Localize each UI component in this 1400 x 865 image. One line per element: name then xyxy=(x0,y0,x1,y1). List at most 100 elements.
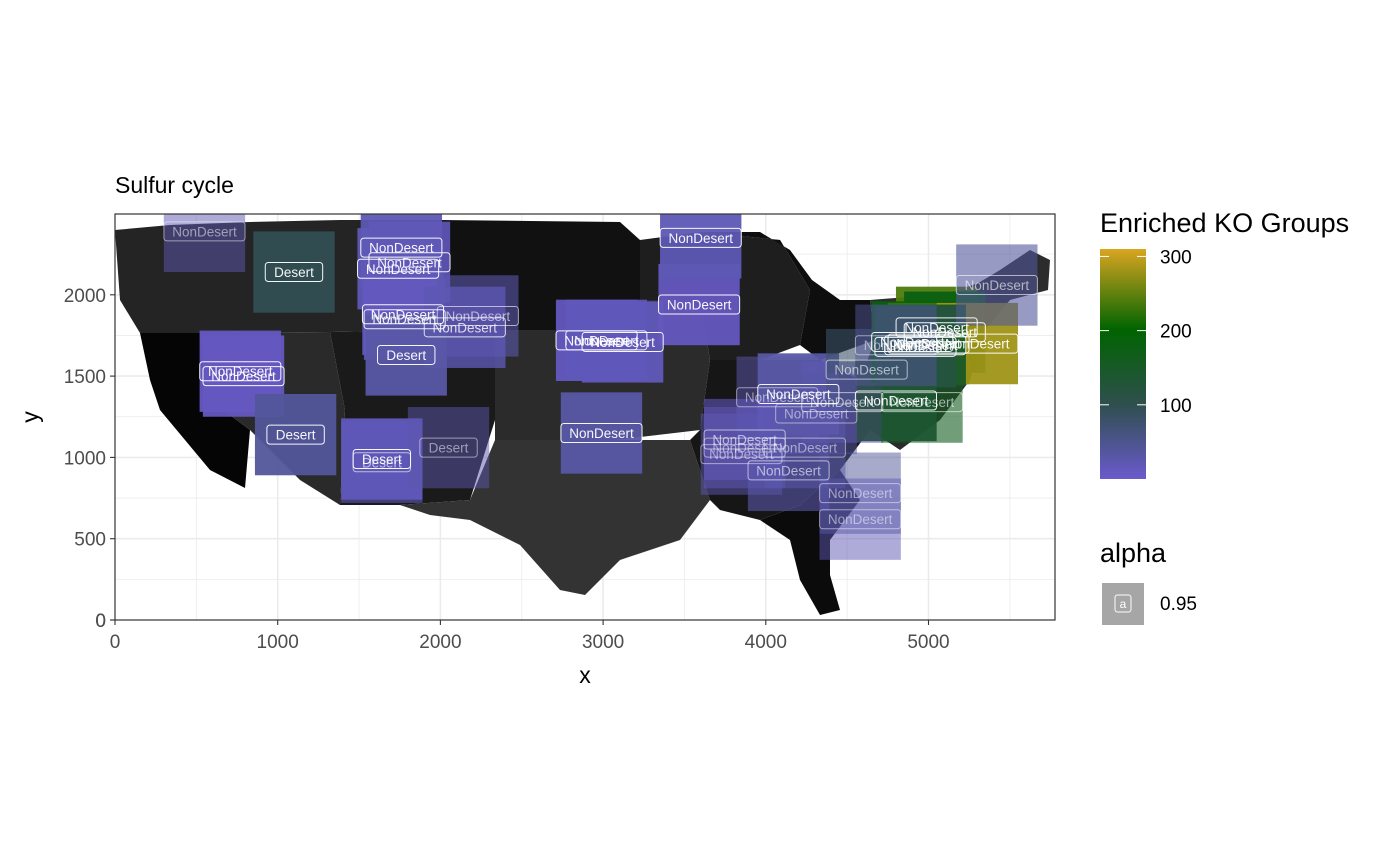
tile-label-text: Desert xyxy=(429,441,469,456)
tile-label-text: NonDesert xyxy=(810,395,875,410)
tile-label-box xyxy=(423,317,506,338)
tile-label-box xyxy=(825,359,908,380)
x-tick-label: 0 xyxy=(110,632,121,653)
tile-label-box xyxy=(658,294,741,315)
tile-label-text: NonDesert xyxy=(366,262,431,277)
tile-label-text: NonDesert xyxy=(667,298,732,313)
tile-label-box xyxy=(419,437,478,458)
color-legend: Enriched KO Groups 100 200 300 xyxy=(1100,208,1349,479)
tile-label-box xyxy=(581,331,664,352)
tile-label: NonDesert xyxy=(887,333,970,354)
tile-label: NonDesert xyxy=(361,304,445,325)
tile-label-box xyxy=(436,305,519,326)
tile-label-box xyxy=(360,237,443,258)
tile-layer xyxy=(163,214,1038,560)
tile-label-box xyxy=(703,437,786,458)
tile-label-box xyxy=(199,361,282,382)
tile-label: NonDesert xyxy=(757,383,840,404)
x-axis: 0 1000 2000 3000 4000 5000 xyxy=(110,620,950,653)
x-tick-label: 2000 xyxy=(419,632,461,653)
tile-label-text: NonDesert xyxy=(564,333,629,348)
tile-label: Desert xyxy=(352,452,412,473)
tile-label-text: NonDesert xyxy=(834,363,899,378)
tile-label: NonDesert xyxy=(357,258,440,279)
color-legend-title: Enriched KO Groups xyxy=(1100,208,1349,238)
tile-label-text: NonDesert xyxy=(864,338,929,353)
tile-label-text: NonDesert xyxy=(773,441,838,456)
tile-label-text: NonDesert xyxy=(880,335,945,350)
tile-label-text: NonDesert xyxy=(883,340,948,355)
data-tile xyxy=(254,393,337,476)
tile-label-box xyxy=(352,452,412,473)
tile-label-box xyxy=(565,330,648,351)
tile-label-text: Desert xyxy=(274,265,314,280)
tile-label: NonDesert xyxy=(819,483,902,504)
tile-label: NonDesert xyxy=(819,509,902,530)
tile-label: Desert xyxy=(377,344,436,365)
tile-label-box xyxy=(377,344,436,365)
tile-label-text: NonDesert xyxy=(446,309,511,324)
tile-label: NonDesert xyxy=(202,366,285,387)
tile-label-box xyxy=(363,309,446,330)
tile-label: NonDesert xyxy=(825,359,908,380)
x-tick-label: 5000 xyxy=(907,632,949,653)
data-tile xyxy=(565,299,648,381)
color-bar-tick-label: 100 xyxy=(1160,396,1192,417)
tile-label-box xyxy=(202,366,285,387)
map-region-south-central xyxy=(400,440,710,595)
tile-label-box xyxy=(854,335,938,356)
y-tick-label: 500 xyxy=(74,530,106,551)
tile-label-text: NonDesert xyxy=(208,364,273,379)
tile-label: NonDesert xyxy=(871,331,954,352)
y-tick-label: 2000 xyxy=(64,286,106,307)
tile-label-box xyxy=(659,227,742,248)
tile-label-box xyxy=(887,333,970,354)
alpha-legend-title: alpha xyxy=(1100,538,1167,568)
tile-label-text: Desert xyxy=(276,428,316,443)
tile-label-box xyxy=(560,423,643,444)
tile-label-box xyxy=(757,383,840,404)
tile-label-text: NonDesert xyxy=(668,231,733,246)
tile-label: NonDesert xyxy=(854,335,938,356)
x-axis-title: x xyxy=(579,662,591,688)
tile-label-text: Desert xyxy=(362,455,402,470)
alpha-legend-value: 0.95 xyxy=(1160,594,1197,615)
tile-label-box xyxy=(880,392,964,413)
data-tile xyxy=(365,314,447,396)
map-region-west-coast xyxy=(140,333,250,488)
tile-label: Desert xyxy=(266,424,325,445)
data-tile xyxy=(819,478,901,560)
tile-label: NonDesert xyxy=(700,444,783,465)
tile-label: NonDesert xyxy=(199,361,282,382)
tile-label-box xyxy=(747,460,830,481)
tile-label-text: NonDesert xyxy=(569,426,634,441)
tile-label-text: NonDesert xyxy=(766,387,831,402)
y-tick-label: 1500 xyxy=(64,367,106,388)
tile-label: NonDesert xyxy=(880,392,964,413)
tile-label: NonDesert xyxy=(658,294,741,315)
tile-label-box xyxy=(775,403,858,424)
tile-label-text: NonDesert xyxy=(756,463,821,478)
tile-label-text: NonDesert xyxy=(369,241,434,256)
tile-label: NonDesert xyxy=(436,305,519,326)
data-tile xyxy=(253,231,335,313)
tile-label-text: NonDesert xyxy=(211,369,276,384)
tile-label: NonDesert xyxy=(659,227,742,248)
y-axis-title: y xyxy=(17,411,43,423)
data-tile xyxy=(660,214,742,279)
tile-label: NonDesert xyxy=(763,437,846,458)
tile-label-box xyxy=(801,392,884,413)
tile-label-box xyxy=(266,424,325,445)
tile-label-text: NonDesert xyxy=(965,278,1030,293)
x-tick-label: 4000 xyxy=(745,632,787,653)
tile-label: NonDesert xyxy=(736,387,819,408)
y-tick-label: 0 xyxy=(95,611,106,632)
tile-label-box xyxy=(736,387,819,408)
alpha-key-label-box xyxy=(1114,594,1132,613)
tile-label-text: NonDesert xyxy=(372,312,437,327)
tile-label-text: NonDesert xyxy=(864,393,929,408)
tile-label-text: NonDesert xyxy=(896,337,961,352)
chart-title: Sulfur cycle xyxy=(115,172,234,198)
tile-label-text: NonDesert xyxy=(828,486,893,501)
